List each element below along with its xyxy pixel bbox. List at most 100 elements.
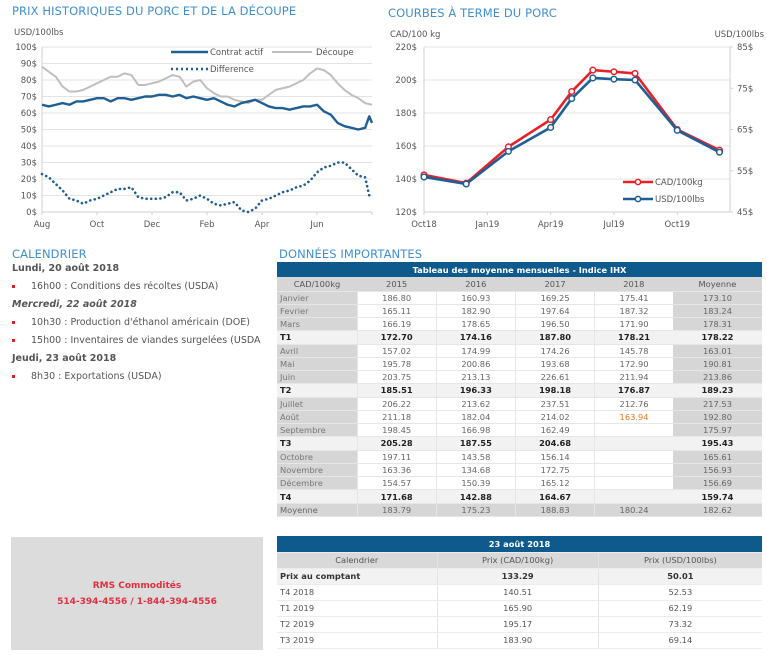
table-cell: 198.45 — [356, 423, 437, 438]
table-row: Avril 157.02 174.99 174.26 145.78 163.01 — [277, 344, 762, 358]
y-tick-label: 90$ — [21, 60, 37, 70]
spot-price-row: Prix au comptant 133.29 50.01 — [277, 568, 762, 585]
calendar-event: 8h30 : Exportations (USDA) — [12, 371, 272, 382]
y-tick-label-right: 75$ — [737, 84, 753, 94]
table-cell: 165.61 — [672, 450, 762, 464]
y-tick-label-right: 45$ — [737, 208, 753, 218]
table-cell: 188.83 — [514, 503, 595, 517]
legend-marker-cad — [634, 178, 642, 186]
table-cell: 166.98 — [435, 423, 516, 438]
table-cell: 69.14 — [598, 632, 762, 649]
y-tick-label-left: 180$ — [395, 109, 417, 119]
table-cell: 178.21 — [594, 330, 673, 345]
monthly-average-table: Tableau des moyenne mensuelles - Indice … — [277, 262, 762, 517]
table-cell: 183.24 — [672, 304, 762, 318]
table-cell: 203.75 — [356, 370, 437, 385]
table-cell: 213.62 — [435, 397, 516, 411]
calendar-date: Jeudi, 23 août 2018 — [12, 353, 117, 364]
table-cell: 197.64 — [514, 304, 595, 318]
column-header: Prix (CAD/100kg) — [437, 552, 599, 569]
table-cell: 185.51 — [356, 383, 437, 398]
y-axis-label-right: USD/100lbs — [715, 30, 765, 40]
table-cell: 156.93 — [672, 463, 762, 478]
bullet-icon — [12, 285, 15, 288]
table-cell: 175.41 — [594, 291, 673, 305]
calendar-date: Mercredi, 22 août 2018 — [12, 299, 137, 310]
table-cell: 196.33 — [435, 383, 516, 398]
table-cell: 214.02 — [514, 410, 595, 425]
column-header: Prix (USD/100lbs) — [598, 552, 762, 569]
row-label: Septembre — [277, 423, 357, 438]
phone-numbers[interactable]: 514-394-4556 / 1-844-394-4556 — [57, 596, 217, 607]
table-row: Août 211.18 182.04 214.02 163.94 192.80 — [277, 410, 762, 425]
column-header: 2015 — [357, 277, 437, 292]
table-cell: 197.11 — [356, 450, 437, 464]
table-cell: 182.90 — [435, 304, 516, 318]
y-tick-label-left: 140$ — [395, 175, 417, 185]
x-tick-label: Jun — [309, 220, 323, 230]
series-usd-100lbs-point — [715, 148, 723, 156]
table-row: Décembre 154.57 150.39 165.12 156.69 — [277, 476, 762, 491]
table-cell: 73.32 — [598, 616, 762, 633]
bullet-icon — [12, 321, 15, 324]
average-row: Moyenne 183.79 175.23 188.83 180.24 182.62 — [277, 503, 762, 517]
x-tick-label: Oct19 — [664, 220, 690, 230]
series-usd-100lbs-point — [673, 126, 681, 134]
calendar-event-text: 15h00 : Inventaires de viandes surgelées… — [31, 335, 261, 346]
x-tick-label: Dec — [144, 220, 161, 230]
y-tick-label-right: 65$ — [737, 126, 753, 136]
table-cell: 145.78 — [594, 344, 673, 358]
row-label: T4 — [277, 489, 357, 504]
table-row: Janvier 186.80 160.93 169.25 175.41 173.10 — [277, 291, 762, 305]
table-cell — [594, 436, 673, 451]
column-header: 2016 — [436, 277, 516, 292]
table-cell: 50.01 — [598, 568, 762, 585]
row-label: Prix au comptant — [277, 568, 438, 585]
y-tick-label: 20$ — [21, 175, 37, 185]
y-tick-label: 60$ — [21, 109, 37, 119]
y-tick-label: 10$ — [21, 192, 37, 202]
table-cell: 195.78 — [356, 357, 437, 371]
table-cell: 143.58 — [435, 450, 516, 464]
series-usd-100lbs-point — [589, 74, 597, 82]
series-usd-100lbs-point — [568, 95, 576, 103]
series-usd-100lbs-point — [631, 76, 639, 84]
historical-price-chart: USD/100lbs 0$ 10$ 20$ 30$ 40$ 50$ 60$ 70$ 80$ 90$… — [14, 28, 374, 230]
table-cell: 160.93 — [435, 291, 516, 305]
table-cell: 140.51 — [437, 584, 599, 601]
table-row: Novembre 163.36 134.68 172.75 156.93 — [277, 463, 762, 478]
y-tick-label: 100$ — [15, 43, 37, 53]
table-cell: 182.04 — [435, 410, 516, 425]
row-label: Janvier — [277, 291, 357, 305]
important-data-title: DONNÉES IMPORTANTES — [279, 247, 423, 261]
row-label: Août — [277, 410, 357, 425]
row-label: Juin — [277, 370, 357, 385]
table-cell: 193.68 — [514, 357, 595, 371]
x-tick-label: Jul19 — [602, 220, 624, 230]
row-label: Moyenne — [277, 503, 357, 517]
table-cell: 213.86 — [672, 370, 762, 385]
y-tick-label: 80$ — [21, 76, 37, 86]
x-tick-label: Feb — [199, 220, 214, 230]
legend-label-difference: Difference — [210, 65, 254, 75]
column-header-row: CAD/100kg 2015 2016 2017 2018 Moyenne — [277, 277, 762, 292]
y-tick-label: 0$ — [26, 208, 37, 218]
series-usd-100lbs-point — [547, 123, 555, 131]
y-tick-label: 50$ — [21, 126, 37, 136]
table-cell: 213.13 — [435, 370, 516, 385]
table-cell: 62.19 — [598, 600, 762, 617]
table-cell: 175.23 — [435, 503, 516, 517]
table-cell: 173.10 — [672, 291, 762, 305]
table-cell: 163.01 — [672, 344, 762, 358]
series-usd-100lbs-point — [420, 173, 428, 181]
row-label: Mai — [277, 357, 357, 371]
company-name: RMS Commodités — [92, 580, 182, 591]
series-usd-100lbs-point — [610, 75, 618, 83]
y-tick-label-left: 200$ — [395, 76, 417, 86]
table-cell: 172.70 — [356, 330, 437, 345]
table-cell: 183.79 — [356, 503, 437, 517]
y-tick-label: 40$ — [21, 142, 37, 152]
series-usd-100lbs-point — [504, 147, 512, 155]
table-cell: 211.18 — [356, 410, 437, 425]
table-cell: 237.51 — [514, 397, 595, 411]
